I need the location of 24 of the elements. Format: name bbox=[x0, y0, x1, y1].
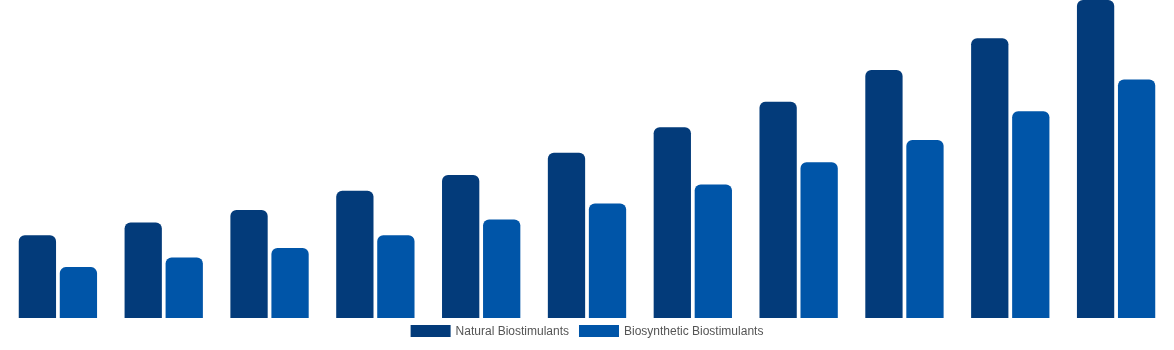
bar bbox=[694, 184, 732, 318]
bar bbox=[906, 139, 944, 318]
bar bbox=[759, 101, 797, 318]
bar bbox=[1076, 0, 1115, 318]
bar bbox=[18, 235, 57, 318]
bar bbox=[865, 69, 903, 318]
bar bbox=[336, 190, 374, 318]
bar bbox=[1117, 79, 1156, 318]
bar bbox=[1012, 111, 1050, 318]
bar bbox=[271, 248, 309, 318]
bar bbox=[653, 127, 691, 318]
bar bbox=[230, 209, 268, 318]
bar bbox=[483, 219, 521, 318]
bar bbox=[377, 235, 415, 318]
legend-label: Biosynthetic Biostimulants bbox=[623, 324, 764, 338]
bar bbox=[165, 257, 203, 318]
bar bbox=[442, 174, 480, 318]
bar bbox=[59, 267, 98, 318]
bar bbox=[588, 203, 627, 318]
bar bbox=[971, 38, 1009, 318]
bar bbox=[800, 162, 838, 318]
legend-label: Natural Biostimulants bbox=[455, 324, 569, 338]
bar bbox=[547, 152, 586, 318]
bar bbox=[124, 222, 162, 318]
